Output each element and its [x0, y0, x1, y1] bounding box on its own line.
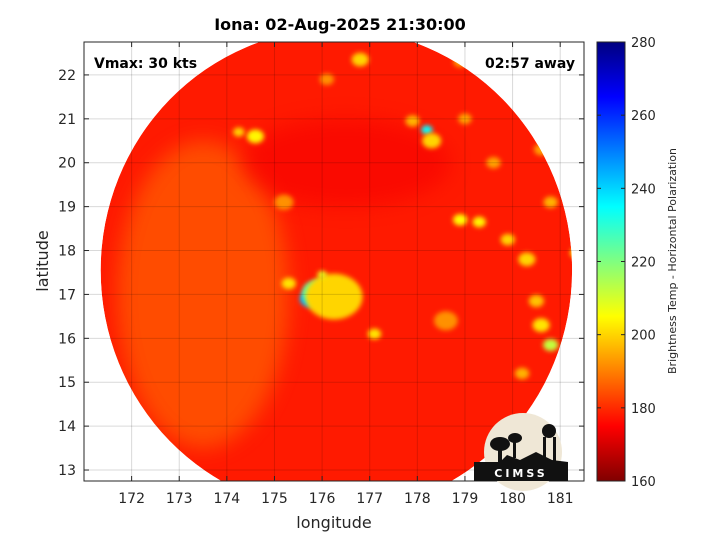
y-tick-label: 18 [58, 244, 76, 260]
y-tick-label: 20 [58, 156, 76, 172]
convective-cell-3 [281, 277, 296, 290]
colorbar-tick-label: 220 [631, 256, 656, 271]
convective-cell-14 [518, 252, 536, 267]
convective-cell-24 [274, 194, 294, 210]
colorbar-tick-label: 240 [631, 182, 656, 197]
x-tick-label: 180 [499, 491, 526, 507]
x-tick-label: 179 [452, 491, 479, 507]
convective-cell-8 [246, 129, 264, 144]
y-tick-label: 16 [58, 331, 76, 347]
convective-cell-10 [351, 52, 369, 67]
convective-cell-21 [486, 157, 501, 169]
swath-wash-west [117, 140, 289, 449]
x-tick-label: 173 [166, 491, 193, 507]
cimss-logo: CIMSS [474, 413, 568, 491]
convective-cell-19 [543, 196, 558, 208]
y-axis-label: latitude [33, 230, 52, 291]
convective-cell-15 [543, 338, 559, 352]
convective-cell-16 [532, 318, 550, 333]
convective-cell-28 [434, 311, 458, 331]
grid-lines [84, 42, 584, 481]
x-tick-label: 172 [118, 491, 145, 507]
x-axis-label: longitude [296, 513, 371, 532]
plot-area [84, 42, 584, 481]
y-tick-label: 15 [58, 375, 76, 391]
convective-cell-23 [367, 328, 382, 340]
plot-frame [83, 41, 585, 482]
vmax-annotation: Vmax: 30 kts [94, 56, 197, 72]
convective-cell-4 [317, 270, 327, 279]
colorbar-gradient [596, 41, 626, 482]
colorbar-tick-label: 180 [631, 402, 656, 417]
colorbar-tick-label: 200 [631, 329, 656, 344]
convective-cell-17 [528, 294, 545, 308]
colorbar-tick-label: 280 [631, 36, 656, 51]
x-tick-label: 177 [356, 491, 383, 507]
y-tick-label: 13 [58, 463, 76, 479]
convective-cell-27 [514, 367, 530, 380]
axis-ticks: 172 173 174 175 176 177 178 179 180 181 13 14 15 16 17… [58, 42, 584, 507]
convective-cell-6 [422, 133, 442, 149]
y-tick-label: 19 [58, 200, 76, 216]
convective-cell-2 [305, 273, 363, 320]
colorbar-label: Brightness Temp - Horizontal Polarizatio… [666, 148, 679, 374]
colorbar-ticks: 160 180 200 220 240 260 280 [597, 36, 656, 490]
convective-cell-7 [405, 115, 420, 127]
convective-cell-13 [500, 233, 515, 246]
colorbar-tick-label: 160 [631, 475, 656, 490]
cimss-logo-text: CIMSS [494, 467, 547, 480]
x-tick-label: 176 [309, 491, 336, 507]
convective-cell-25 [319, 73, 334, 86]
convective-cell-12 [472, 216, 486, 228]
y-tick-label: 22 [58, 68, 76, 84]
time-away-annotation: 02:57 away [485, 56, 575, 72]
x-tick-label: 174 [213, 491, 240, 507]
y-tick-label: 14 [58, 419, 76, 435]
convective-cell-11 [453, 214, 468, 226]
colorbar-tick-label: 260 [631, 109, 656, 124]
y-tick-label: 21 [58, 112, 76, 128]
chart-title: Iona: 02-Aug-2025 21:30:00 [214, 15, 466, 34]
x-tick-label: 178 [404, 491, 431, 507]
x-tick-label: 175 [261, 491, 288, 507]
y-tick-label: 17 [58, 287, 76, 303]
convective-cell-22 [458, 113, 472, 125]
microwave-swath [100, 42, 573, 481]
convective-cell-5 [421, 125, 433, 135]
convective-cell-9 [233, 127, 245, 137]
colorbar: 160 180 200 220 240 260 280 Brightness Temp - … [596, 36, 679, 490]
x-tick-label: 181 [547, 491, 574, 507]
swath-wash-north [241, 118, 451, 207]
